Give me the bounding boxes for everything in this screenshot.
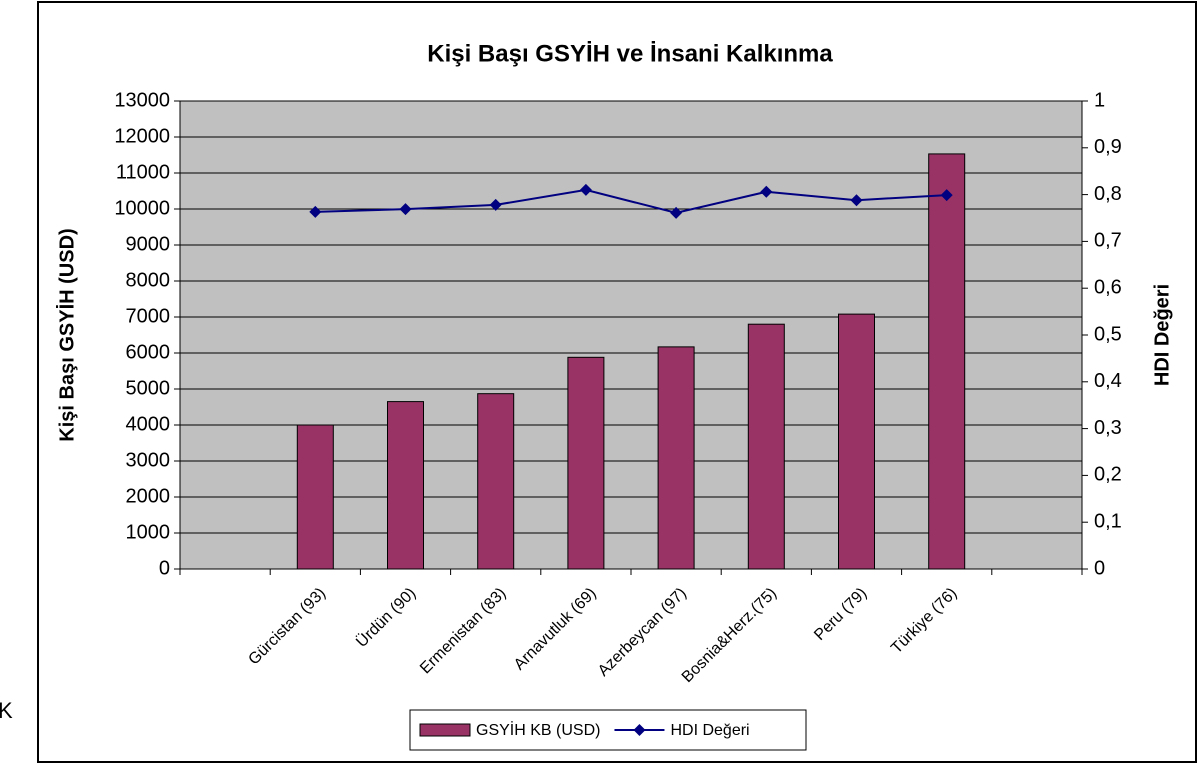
y-tick-label: 9000 — [126, 233, 171, 255]
y-tick-label: 4000 — [126, 413, 171, 435]
marker — [489, 198, 502, 211]
y-tick-label: 7000 — [126, 305, 171, 327]
legend-marker — [633, 724, 646, 736]
marker — [760, 185, 773, 198]
y-tick-label: 6000 — [126, 341, 171, 363]
marker — [850, 194, 863, 207]
y-tick-label: 13000 — [114, 89, 170, 111]
y2-tick-label: 1 — [1094, 89, 1105, 111]
y-tick-label: 8000 — [126, 269, 171, 291]
y-tick-label: 2000 — [126, 485, 171, 507]
y2-axis-label: HDI Değeri — [1151, 284, 1173, 386]
y-tick-label: 12000 — [114, 125, 170, 147]
y-tick-label: 0 — [159, 557, 170, 579]
y-tick-label: 3000 — [126, 449, 171, 471]
y2-tick-label: 0,9 — [1094, 136, 1122, 158]
bar — [747, 323, 785, 570]
marker — [670, 206, 683, 219]
y-tick-label: 1000 — [126, 521, 171, 543]
legend: GSYİH KB (USD) HDI Değeri — [409, 709, 807, 751]
bar — [928, 153, 966, 570]
annotation: K — [0, 698, 13, 723]
y-tick-label: 5000 — [126, 377, 171, 399]
chart-title: Kişi Başı GSYİH ve İnsani Kalkınma — [427, 40, 833, 67]
legend-label: HDI Değeri — [670, 722, 749, 739]
y2-tick-label: 0,4 — [1094, 370, 1122, 392]
marker — [579, 183, 592, 196]
y2-tick-label: 0 — [1094, 557, 1105, 579]
y-axis-label: Kişi Başı GSYİH (USD) — [55, 228, 78, 441]
y2-tick-label: 0,8 — [1094, 183, 1122, 205]
y-tick-label: 11000 — [116, 161, 170, 183]
y2-tick-label: 0,2 — [1094, 464, 1122, 486]
line — [315, 188, 947, 214]
marker — [399, 203, 412, 216]
legend-label: GSYİH KB (USD) — [476, 720, 600, 739]
marker — [309, 205, 322, 218]
bar — [567, 356, 605, 570]
y-tick-label: 10000 — [114, 197, 170, 219]
bar — [387, 401, 424, 570]
y2-tick-label: 0,1 — [1094, 510, 1122, 532]
y2-tick-label: 0,5 — [1094, 323, 1122, 345]
y2-tick-label: 0,7 — [1094, 230, 1122, 252]
bar — [838, 313, 875, 570]
y2-tick-label: 0,6 — [1094, 276, 1122, 298]
y2-tick-label: 0,3 — [1094, 417, 1122, 439]
legend-box — [409, 709, 807, 751]
bar — [296, 424, 334, 570]
marker — [940, 189, 953, 202]
bar — [477, 393, 515, 570]
bar — [657, 346, 695, 570]
legend-swatch — [419, 723, 471, 737]
